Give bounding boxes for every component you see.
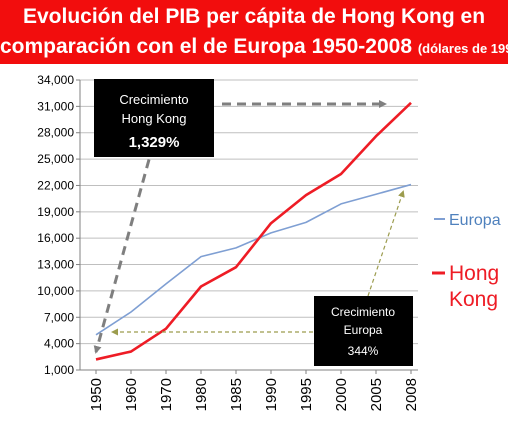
hong-kong-line [95, 101, 412, 361]
x-tick-label: 1990 [263, 378, 280, 411]
legend-hong-kong-label-line2: Kong [449, 288, 498, 311]
eu-growth-label-line1: Crecimiento [331, 305, 395, 319]
x-tick-label: 2000 [333, 378, 350, 411]
eu-growth-value: 344% [348, 344, 379, 358]
y-tick-label: 28,000 [37, 126, 74, 140]
y-tick-label: 22,000 [37, 178, 74, 192]
chart-area: 1,000 4,000 7,000 10,000 13,000 16,000 19,000 2… [37, 73, 501, 411]
x-tick-label: 1960 [123, 378, 140, 411]
x-tick-label: 2008 [403, 378, 420, 411]
hk-growth-label-line1: Crecimiento [119, 92, 188, 107]
eu-growth-diagonal-arrow [367, 190, 405, 297]
chart-title-line1: Evolución del PIB per cápita de Hong Kon… [22, 5, 486, 28]
chart-title-line2-main: comparación con el de Europa 1950-2008 [0, 35, 418, 58]
hk-growth-box [94, 79, 214, 157]
europa-line [95, 183, 412, 336]
y-tick-label: 25,000 [37, 152, 74, 166]
x-tick-label: 1995 [298, 378, 315, 411]
hk-growth-value: 1,329% [129, 134, 180, 151]
y-tick-label: 13,000 [37, 258, 74, 272]
eu-growth-label-line2: Europa [344, 323, 383, 337]
legend-europa-label: Europa [449, 212, 501, 229]
x-tick-label: 2005 [368, 378, 385, 411]
y-tick-label: 19,000 [37, 205, 74, 219]
y-tick-label: 4,000 [44, 337, 74, 351]
y-tick-label: 10,000 [37, 284, 74, 298]
x-tick-label: 1980 [193, 378, 210, 411]
y-tick-label: 34,000 [37, 73, 74, 87]
chart-title-units-note: (dólares de 1990) [417, 41, 508, 56]
y-tick-label: 1,000 [44, 363, 74, 377]
x-tick-label: 1950 [88, 378, 105, 411]
chart-title-line2: comparación con el de Europa 1950-2008 (… [0, 35, 508, 59]
x-tick-label: 1970 [158, 378, 175, 411]
legend-hong-kong-label-line1: Hong [449, 262, 499, 285]
x-tick-label: 1985 [228, 378, 245, 411]
y-tick-label: 31,000 [37, 99, 74, 113]
hk-growth-label-line2: Hong Kong [121, 111, 186, 126]
y-tick-label: 7,000 [44, 310, 74, 324]
y-tick-label: 16,000 [37, 231, 74, 245]
hk-growth-diagonal-arrow [93, 144, 155, 354]
chart-title-banner: Evolución del PIB per cápita de Hong Kon… [0, 0, 508, 64]
eu-growth-box [314, 296, 413, 366]
